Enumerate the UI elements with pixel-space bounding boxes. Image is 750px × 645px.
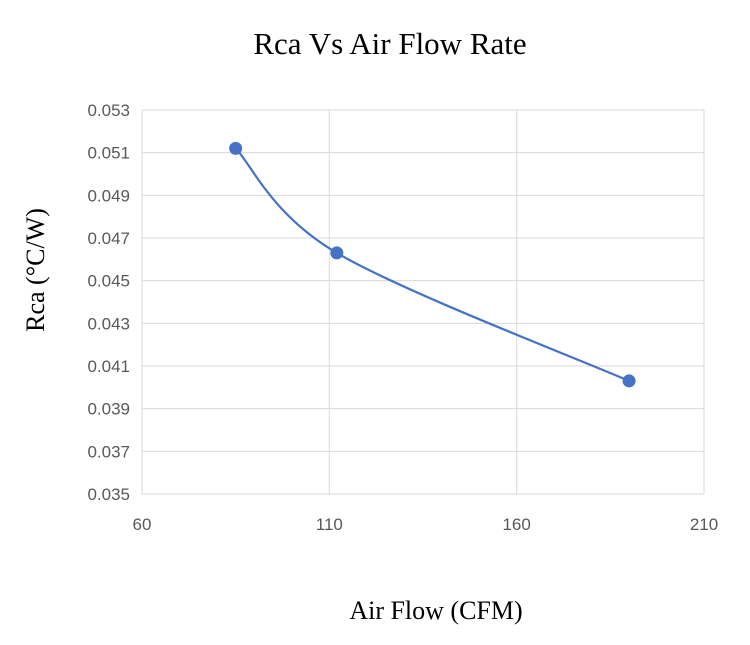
series-line: [234, 147, 630, 382]
y-tick-label: 0.041: [87, 357, 130, 376]
data-point: [622, 374, 636, 388]
y-tick-label: 0.037: [87, 442, 130, 461]
y-tick-label: 0.045: [87, 272, 130, 291]
tick-labels: 0.035 0.037 0.039 0.041 0.043 0.045 0.047 0.049…: [87, 101, 718, 534]
x-tick-label: 210: [690, 515, 718, 534]
x-tick-label: 160: [502, 515, 530, 534]
x-tick-label: 110: [316, 515, 343, 534]
y-tick-label: 0.039: [87, 400, 130, 419]
gridlines: [141, 109, 705, 495]
y-tick-label: 0.049: [87, 186, 130, 205]
y-tick-label: 0.035: [87, 485, 130, 504]
y-tick-label: 0.053: [87, 101, 130, 120]
data-point: [330, 246, 344, 260]
x-tick-label: 60: [133, 515, 152, 534]
y-tick-label: 0.051: [87, 144, 130, 163]
y-tick-label: 0.047: [87, 229, 130, 248]
chart-title: Rca Vs Air Flow Rate: [253, 26, 527, 61]
series: [229, 141, 636, 388]
data-point: [229, 141, 243, 155]
x-axis-title: Air Flow (CFM): [349, 596, 523, 625]
y-tick-label: 0.043: [87, 314, 130, 333]
